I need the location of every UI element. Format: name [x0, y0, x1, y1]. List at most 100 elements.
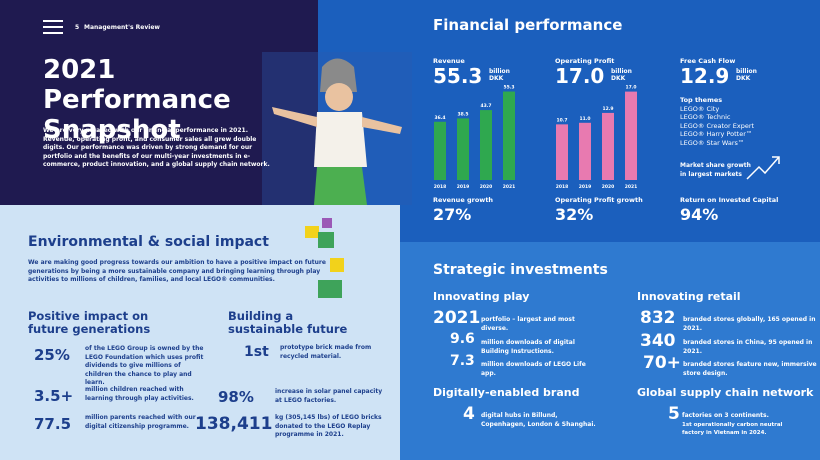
footnote: 1st operationally carbon neutral factory… [682, 422, 783, 436]
bar-label: 36.4 [434, 115, 445, 121]
stat-text: kg (305,145 lbs) of LEGO bricks donated … [275, 414, 382, 438]
stat-value: 832 [640, 308, 676, 328]
stat-text: portfolio – largest and most diverse. [481, 316, 575, 332]
bar [625, 91, 637, 180]
section-title: Strategic investments [433, 262, 608, 278]
stat-text: million downloads of digital Building In… [481, 339, 575, 355]
photo [262, 52, 412, 205]
bar-label: 10.7 [556, 117, 567, 123]
menu-icon[interactable] [43, 20, 63, 34]
bar [457, 118, 469, 180]
x-tick-label: 2020 [480, 184, 493, 190]
stat-text: million parents reached with our digital… [85, 414, 196, 430]
bar-label: 12.9 [602, 106, 613, 112]
metric-value: 17.0 [555, 64, 605, 88]
subheading: Building a sustainable future [228, 309, 348, 336]
bar-label: 38.5 [457, 111, 468, 117]
kpi-label: Return on Invested Capital [680, 196, 779, 204]
metric-label: Operating Profit [555, 57, 615, 65]
x-tick-label: 2018 [434, 184, 447, 190]
stat-text: million children reached with learning t… [85, 386, 194, 402]
stat-text: prototype brick made from recycled mater… [280, 344, 372, 360]
top-themes: Top themes LEGO® City LEGO® Technic LEGO® … [680, 96, 754, 147]
stat-value: 5 [668, 404, 680, 424]
theme: LEGO® City [680, 104, 720, 113]
theme: LEGO® Creator Expert [680, 121, 755, 130]
subheading: Innovating play [433, 290, 530, 303]
stat-value: 3.5+ [34, 387, 74, 405]
stat-text: digital hubs in Billund, Copenhagen, Lon… [481, 412, 596, 428]
stat-value: 340 [640, 331, 676, 351]
metric-unit: billion DKK [489, 68, 510, 82]
subheading: Positive impact on future generations [28, 309, 151, 336]
x-tick-label: 2018 [556, 184, 569, 190]
stat-value: 98% [218, 388, 254, 406]
header-panel [0, 0, 318, 205]
kpi-label: Operating Profit growth [555, 196, 643, 204]
stat-text: million downloads of LEGO Life app. [481, 361, 586, 377]
intro: We are making good progress towards our … [28, 259, 326, 283]
bar-chart: 36.4 2018 38.5 2019 43.7 2020 55.3 2021 [434, 85, 516, 190]
bar-label: 17.0 [625, 85, 636, 91]
growth-arrow [746, 156, 780, 180]
kpi-value: 32% [555, 205, 594, 224]
stat-value: 2021 [433, 308, 481, 328]
stat-value: 25% [34, 346, 70, 364]
stat-value: 1st [244, 344, 269, 360]
metric-label: Free Cash Flow [680, 57, 736, 65]
x-tick-label: 2021 [625, 184, 638, 190]
theme: LEGO® Star Wars™ [680, 138, 745, 147]
page-number: 5 [75, 24, 80, 31]
strategic-panel [400, 242, 820, 460]
stat-value: 7.3 [450, 353, 475, 369]
bar [556, 124, 568, 180]
stat-value: 4 [463, 404, 475, 424]
bar [503, 91, 515, 180]
intro: We are very pleased with our financial p… [43, 127, 270, 168]
metric-unit: billion DKK [736, 68, 757, 82]
x-tick-label: 2019 [457, 184, 470, 190]
bar [434, 121, 446, 180]
subheading: Global supply chain network [637, 386, 814, 399]
kpi-value: 27% [433, 205, 472, 224]
stat-value: 70+ [643, 353, 681, 373]
kpi-label: Revenue growth [433, 196, 494, 204]
x-tick-label: 2020 [602, 184, 615, 190]
metric-value: 55.3 [433, 64, 483, 88]
bar-label: 43.7 [480, 103, 491, 109]
kpi-value: 94% [680, 205, 719, 224]
section-title: Financial performance [433, 16, 623, 34]
financial-panel [318, 0, 820, 242]
stat-text: branded stores globally, 165 opened in 2… [683, 316, 816, 332]
theme: LEGO® Technic [680, 113, 731, 121]
metric-value: 12.9 [680, 64, 730, 88]
bar-label: 11.0 [579, 116, 590, 122]
stat-text: branded stores feature new, immersive st… [683, 361, 817, 377]
stat-value: 138,411 [195, 414, 273, 434]
x-tick-label: 2019 [579, 184, 592, 190]
stat-text: of the LEGO Group is owned by the LEGO F… [85, 345, 204, 386]
bar-chart: 10.7 2018 11.0 2019 12.9 2020 17.0 2021 [556, 85, 638, 190]
bar-label: 55.3 [503, 85, 514, 91]
stat-text: branded stores in China, 95 opened in 20… [683, 339, 813, 355]
metric-unit: billion DKK [611, 68, 632, 82]
metric-label: Revenue [433, 57, 465, 65]
subheading: Innovating retail [637, 290, 741, 303]
section-label: Management's Review [84, 24, 160, 31]
figures [305, 218, 344, 298]
bar [579, 122, 591, 180]
stat-text: increase in solar panel capacity at LEGO… [275, 388, 383, 404]
subheading: Digitally-enabled brand [433, 386, 580, 399]
market-share: Market share growth in largest markets [680, 162, 751, 178]
stat-text: factories on 3 continents. [682, 412, 769, 419]
theme: LEGO® Harry Potter™ [680, 130, 753, 138]
x-tick-label: 2021 [503, 184, 516, 190]
section-title: Environmental & social impact [28, 234, 269, 250]
bar [602, 112, 614, 180]
list-heading: Top themes [680, 96, 723, 104]
stat-value: 77.5 [34, 415, 72, 433]
bar [480, 110, 492, 180]
stat-value: 9.6 [450, 331, 475, 347]
title: 2021 Performance Snapshot [43, 55, 231, 145]
